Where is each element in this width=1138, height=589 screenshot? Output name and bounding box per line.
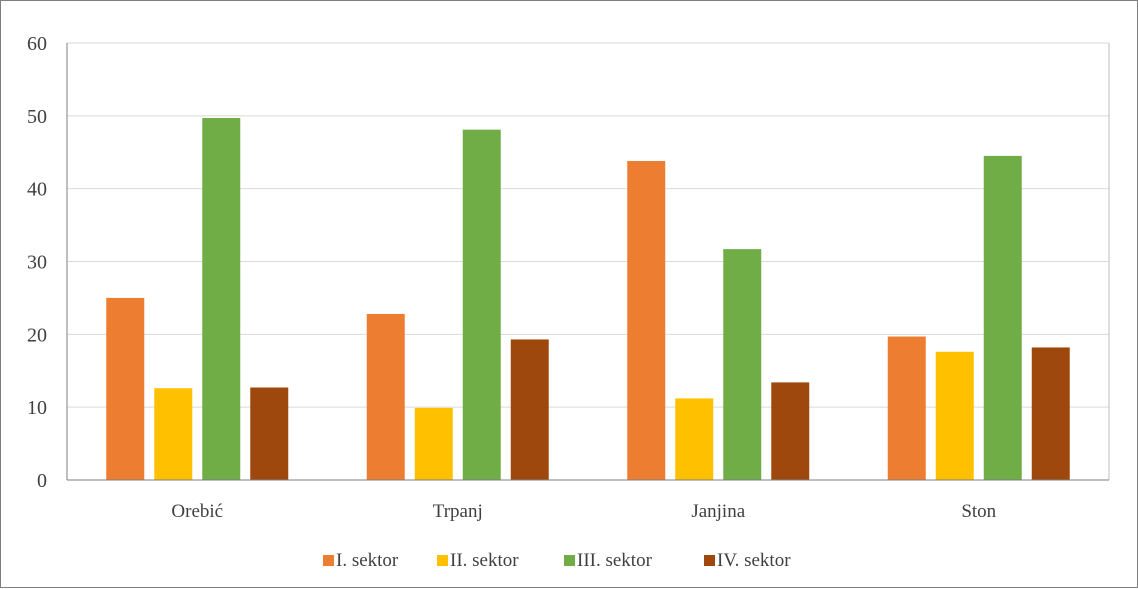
gridlines <box>67 42 1109 408</box>
bar-trpanj-series-3 <box>462 129 501 480</box>
legend-swatch <box>704 555 715 566</box>
y-tick-label: 40 <box>27 179 47 201</box>
bar-ston-series-4 <box>1031 347 1070 480</box>
x-category-label: Trpanj <box>433 501 483 522</box>
legend-swatch <box>323 555 334 566</box>
legend-label: IV. sektor <box>717 550 791 571</box>
y-tick-label: 50 <box>27 106 47 128</box>
y-tick-label: 0 <box>37 470 47 492</box>
bar-ston-series-1 <box>887 336 926 480</box>
y-tick-label: 30 <box>27 252 47 274</box>
x-axis: Orebić Trpanj Janjina Ston <box>67 479 1109 522</box>
legend: I. sektor II. sektor III. sektor IV. sektor <box>323 550 791 571</box>
legend-label: II. sektor <box>450 550 519 571</box>
bar-orebi-series-2 <box>154 388 193 480</box>
bars <box>106 118 1070 481</box>
y-tick-label: 10 <box>27 397 47 419</box>
bar-trpanj-series-4 <box>510 339 549 480</box>
bar-trpanj-series-2 <box>414 407 453 480</box>
legend-swatch <box>564 555 575 566</box>
legend-swatch <box>437 555 448 566</box>
y-tick-label: 20 <box>27 324 47 346</box>
bar-janjina-series-1 <box>627 160 666 481</box>
y-axis: 0 10 20 30 40 50 60 <box>27 33 1110 492</box>
x-category-label: Janjina <box>691 501 745 522</box>
bar-trpanj-series-1 <box>366 313 405 480</box>
legend-label: I. sektor <box>336 550 399 571</box>
bar-ston-series-3 <box>983 155 1022 480</box>
bar-orebi-series-1 <box>106 297 145 480</box>
bar-orebi-series-3 <box>202 118 241 480</box>
bar-janjina-series-3 <box>723 249 762 480</box>
y-tick-label: 60 <box>27 33 47 55</box>
bar-janjina-series-4 <box>771 382 810 480</box>
x-category-label: Ston <box>961 501 996 522</box>
x-category-label: Orebić <box>171 501 223 522</box>
bar-ston-series-2 <box>935 351 974 480</box>
legend-label: III. sektor <box>577 550 653 571</box>
bar-orebi-series-4 <box>250 387 289 480</box>
bar-janjina-series-2 <box>675 398 714 480</box>
